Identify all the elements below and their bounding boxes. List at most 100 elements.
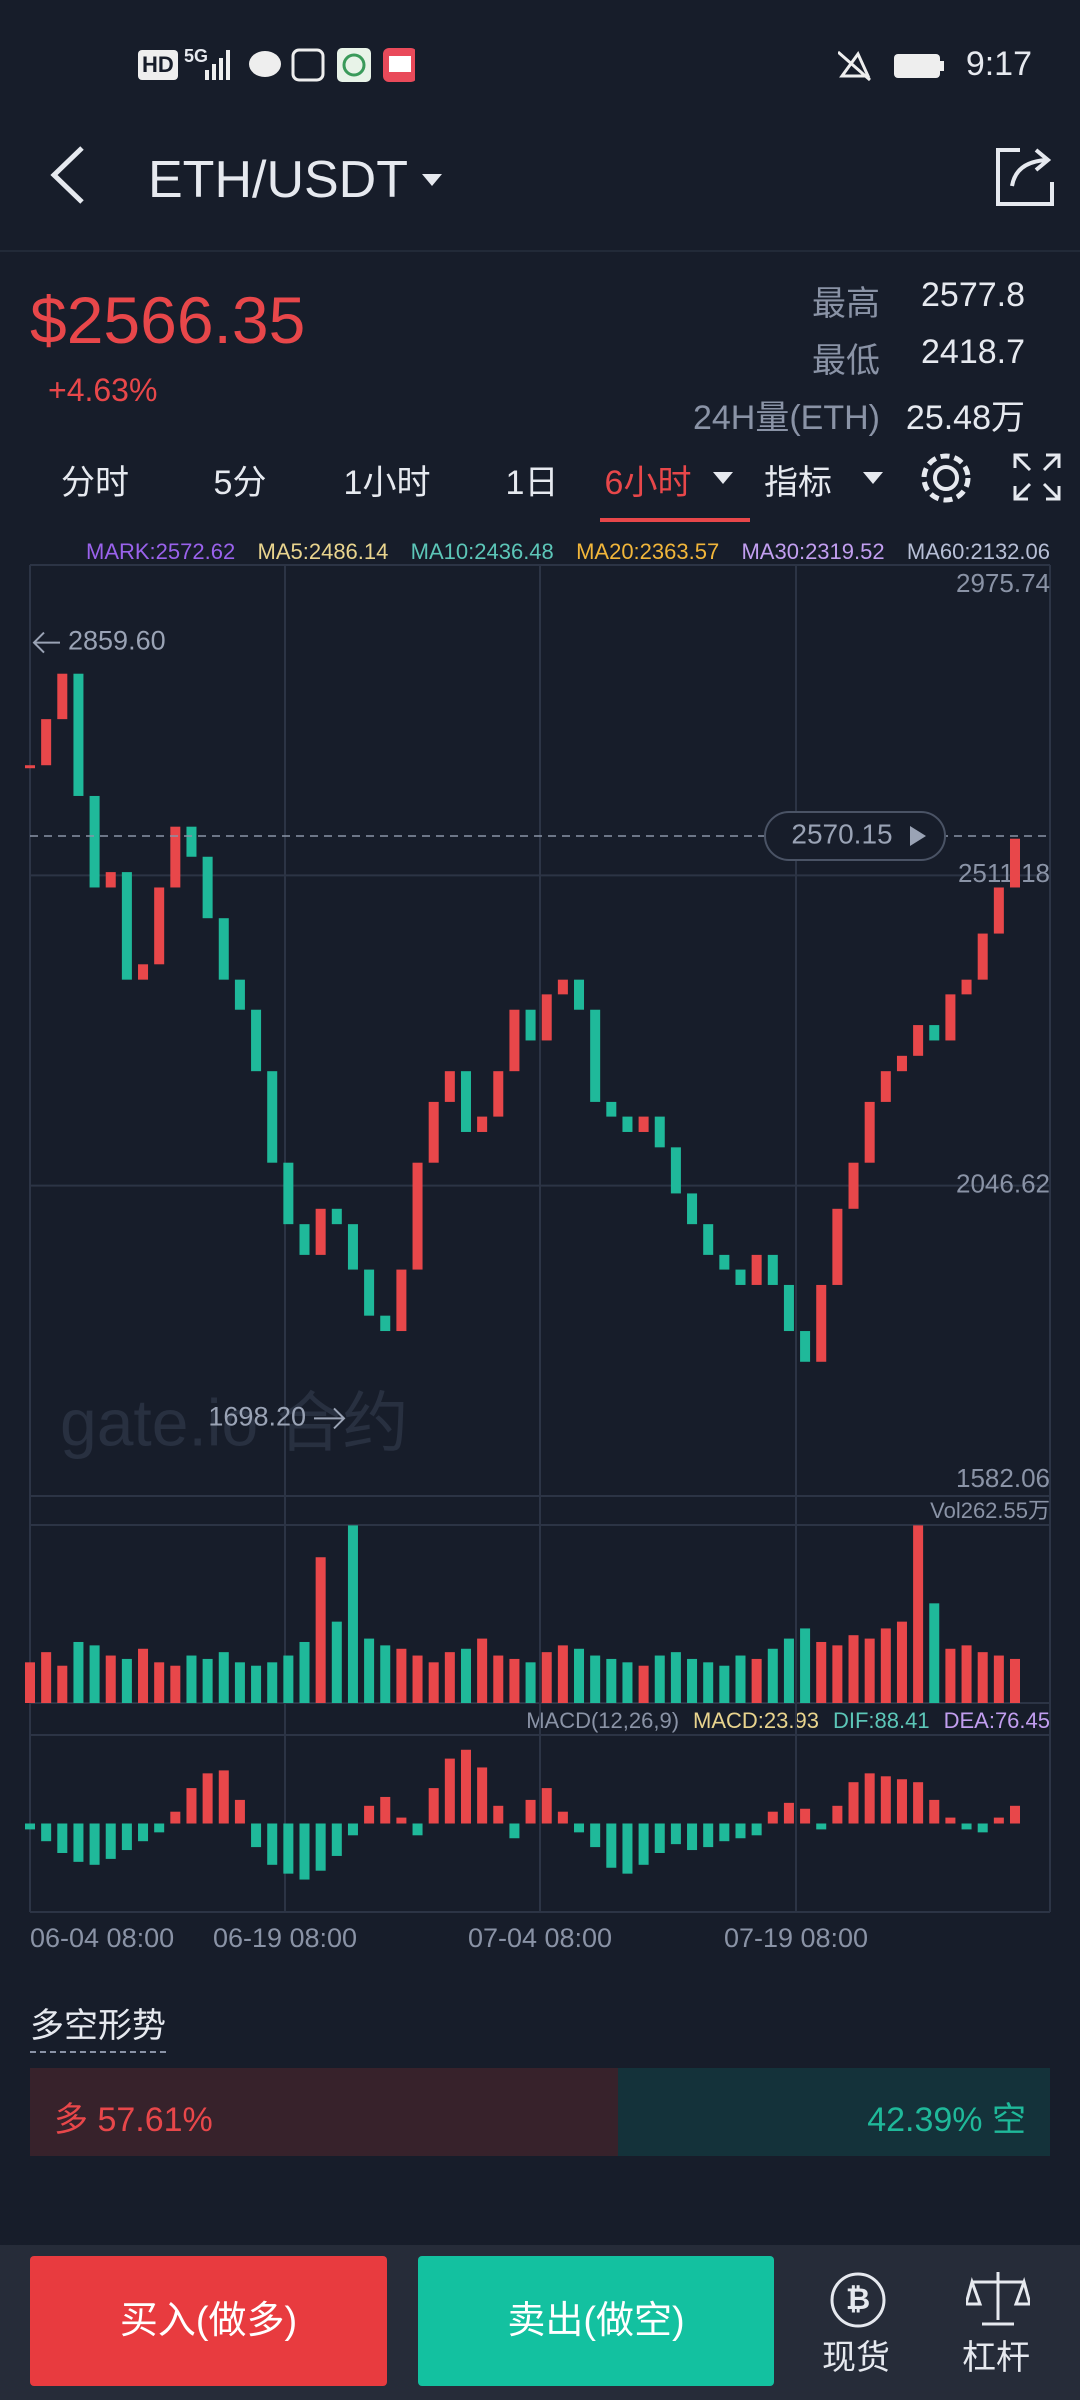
macd-bar — [993, 1817, 1004, 1824]
candle — [961, 979, 972, 995]
margin-icon[interactable] — [966, 2268, 1030, 2328]
candle — [703, 1224, 714, 1255]
x-tick-label: 07-19 08:00 — [724, 1923, 868, 1953]
pair-title[interactable]: ETH/USDT — [148, 151, 408, 209]
status-right-icons — [838, 50, 944, 82]
volume-bar — [396, 1648, 407, 1703]
interval-tab[interactable]: 5分 — [213, 464, 267, 502]
interval-tab[interactable]: 6小时 — [604, 464, 692, 502]
macd-bar — [896, 1779, 907, 1824]
volume-bar — [929, 1603, 940, 1703]
macd-bar — [961, 1823, 972, 1830]
macd-bar — [541, 1788, 552, 1824]
volume-bar — [783, 1638, 794, 1703]
pair-dropdown[interactable] — [420, 170, 444, 190]
macd-bar — [170, 1811, 181, 1824]
macd-bar — [444, 1758, 455, 1824]
candle — [444, 1071, 455, 1102]
volume-bar — [880, 1628, 891, 1703]
macd-bar — [138, 1823, 149, 1842]
macd-bar — [202, 1773, 213, 1824]
indicator-legend: MARK:2572.62 MA5:2486.14 MA10:2436.48 MA20:… — [86, 539, 1050, 565]
volume-bar — [961, 1645, 972, 1703]
interval-tab[interactable]: 指标 — [764, 464, 832, 502]
candle — [719, 1254, 730, 1270]
interval-tab[interactable]: 1日 — [505, 464, 559, 502]
macd-bar — [622, 1823, 633, 1874]
long-label: 多 57.61% — [54, 2101, 213, 2139]
volume-bar — [767, 1648, 778, 1703]
candle — [913, 1025, 924, 1056]
status-icon: HD — [138, 50, 178, 80]
status-time: 9:17 — [965, 45, 1032, 83]
candle — [331, 1208, 342, 1225]
volume-bar — [1009, 1658, 1021, 1703]
macd-bar — [735, 1823, 746, 1839]
macd-label: DEA:76.45 — [943, 1708, 1050, 1733]
interval-tab[interactable]: 分时 — [61, 464, 129, 502]
macd-bar — [347, 1823, 358, 1836]
margin-label[interactable]: 杠杆 — [962, 2339, 1030, 2377]
candle — [622, 1116, 633, 1132]
macd-bar — [525, 1799, 536, 1824]
last-price-pill — [764, 810, 946, 861]
macd-bar — [234, 1799, 245, 1824]
volume-bar — [574, 1648, 585, 1703]
fullscreen-button[interactable] — [1012, 452, 1062, 502]
macd-bar — [590, 1823, 601, 1848]
volume-bar — [283, 1655, 294, 1703]
spot-icon[interactable]: ₿ — [828, 2270, 888, 2330]
macd-legend: MACD(12,26,9) MACD:23.93 DIF:88.41 DEA:76.4… — [526, 1708, 1050, 1734]
macd-bar — [670, 1823, 681, 1845]
indicator-label: MA60:2132.06 — [906, 539, 1050, 564]
candle — [154, 887, 165, 965]
buy-button[interactable]: 买入(做多) — [30, 2256, 387, 2386]
candle — [816, 1284, 827, 1362]
candle — [864, 1101, 875, 1163]
spot-label[interactable]: 现货 — [822, 2339, 890, 2377]
interval-tab[interactable]: 1小时 — [343, 464, 431, 502]
volume-bar — [251, 1665, 262, 1703]
candle — [929, 1025, 940, 1041]
candle — [606, 1101, 617, 1117]
macd-bar — [719, 1823, 730, 1842]
candle — [557, 979, 568, 995]
macd-bar — [89, 1823, 100, 1865]
y-tick-label: 2511.18 — [958, 858, 1050, 888]
candle — [977, 933, 988, 980]
volume-bar — [477, 1638, 488, 1703]
macd-bar — [41, 1823, 52, 1842]
macd-bar — [24, 1823, 36, 1830]
tab-dropdown[interactable] — [862, 470, 884, 486]
volume-bar — [299, 1641, 310, 1703]
candle — [24, 765, 36, 769]
indicator-label: MA30:2319.52 — [741, 539, 885, 564]
macd-bar — [832, 1805, 843, 1824]
volume-bar — [234, 1662, 245, 1703]
volume-bar — [315, 1557, 326, 1703]
tab-dropdown[interactable] — [712, 470, 734, 486]
volume-bar — [816, 1641, 827, 1703]
high-arrow — [32, 631, 60, 654]
candle — [299, 1224, 310, 1255]
volume-bar — [218, 1652, 229, 1703]
volume-label: Vol262.55万 — [930, 1498, 1050, 1523]
candle — [751, 1254, 762, 1285]
volume-bar — [913, 1525, 924, 1703]
candle — [89, 795, 100, 888]
low-arrow — [314, 1407, 346, 1430]
macd-bar — [186, 1788, 197, 1824]
volume-bar — [590, 1655, 601, 1703]
volume-bar — [622, 1662, 633, 1703]
share-button[interactable] — [990, 142, 1060, 212]
settings-button[interactable] — [918, 450, 974, 506]
high-label: 2859.60 — [68, 626, 166, 656]
candle — [218, 918, 229, 980]
back-button[interactable] — [40, 140, 100, 210]
volume-bar — [751, 1658, 762, 1703]
macd-bar — [654, 1823, 665, 1853]
candle — [590, 1009, 601, 1102]
candle — [477, 1116, 488, 1132]
macd-bar — [687, 1823, 698, 1851]
sell-button[interactable]: 卖出(做空) — [418, 2256, 774, 2386]
